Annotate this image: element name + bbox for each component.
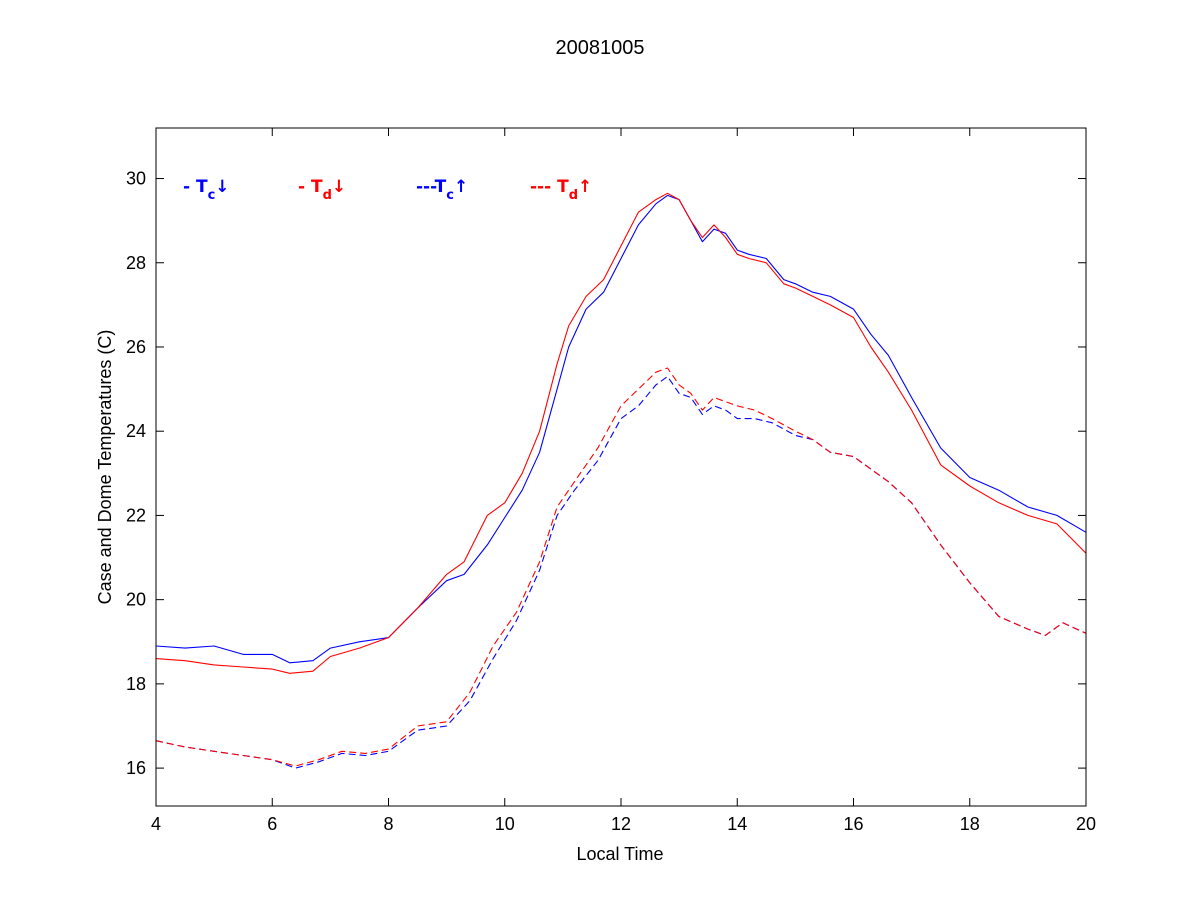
legend-entry: --- Td↑ (530, 177, 592, 203)
x-tick-label: 12 (611, 814, 631, 834)
y-tick-label: 18 (126, 674, 146, 694)
x-tick-label: 16 (843, 814, 863, 834)
series-layer (155, 192, 1087, 769)
series-line-1 (155, 194, 1087, 664)
x-tick-label: 6 (267, 814, 277, 834)
y-tick-label: 30 (126, 169, 146, 189)
legend-entry: ---Tc↑ (416, 177, 468, 203)
y-tick-label: 22 (126, 505, 146, 525)
y-tick-label: 28 (126, 253, 146, 273)
legend-entry: - Td↓ (298, 177, 346, 203)
ticks-layer: 4 6 8 10 12 14 16 18 20 16 18 20 22 24 26 28 30 (126, 128, 1096, 834)
x-tick-label: 4 (151, 814, 161, 834)
series-line-2 (155, 192, 1087, 674)
x-tick-label: 8 (383, 814, 393, 834)
y-tick-label: 24 (126, 421, 146, 441)
series-line-3 (155, 375, 1087, 769)
y-tick-label: 16 (126, 758, 146, 778)
series-line-4 (155, 367, 1087, 767)
chart-title: 20081005 (556, 37, 645, 59)
y-tick-label: 26 (126, 337, 146, 357)
y-tick-label: 20 (126, 590, 146, 610)
legend-entry: - Tc↓ (183, 177, 230, 203)
x-axis-label: Local Time (576, 844, 663, 864)
x-tick-label: 14 (727, 814, 747, 834)
plot-frame (155, 127, 1087, 807)
x-tick-label: 20 (1076, 814, 1096, 834)
x-tick-label: 18 (960, 814, 980, 834)
x-tick-label: 10 (495, 814, 515, 834)
y-axis-label: Case and Dome Temperatures (C) (95, 330, 115, 605)
legend: - Tc↓ - Td↓ ---Tc↑ --- Td↑ (183, 177, 592, 203)
